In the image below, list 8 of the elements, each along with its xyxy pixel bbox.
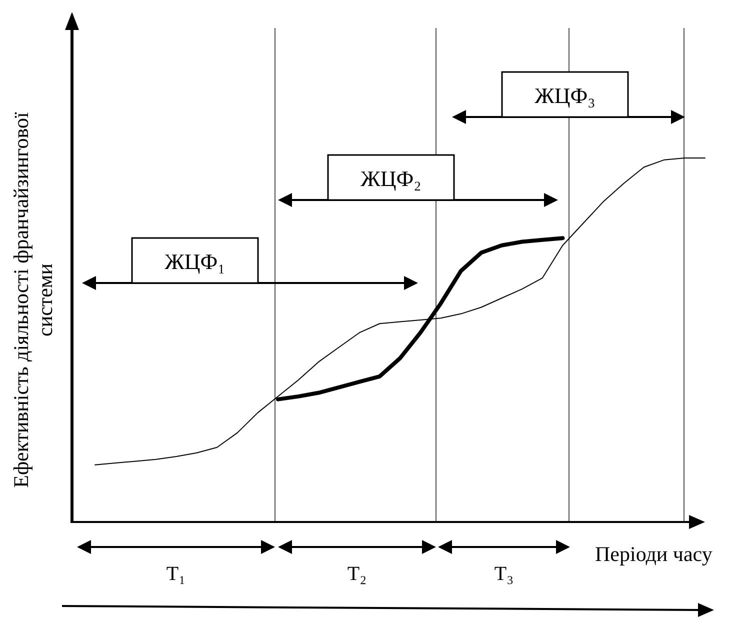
text: ЖЦФ₃	[534, 83, 596, 108]
annotation: ЖЦФ₂	[360, 166, 422, 191]
x-axis-title: Періоди часу	[595, 542, 713, 566]
text: T₁	[166, 563, 186, 585]
annotation: ЖЦФ₁	[164, 249, 226, 274]
text: T₂	[347, 563, 367, 585]
y-axis-title: Ефективність діяльності франчайзингової системи	[9, 112, 57, 488]
text: T₃	[494, 563, 514, 585]
